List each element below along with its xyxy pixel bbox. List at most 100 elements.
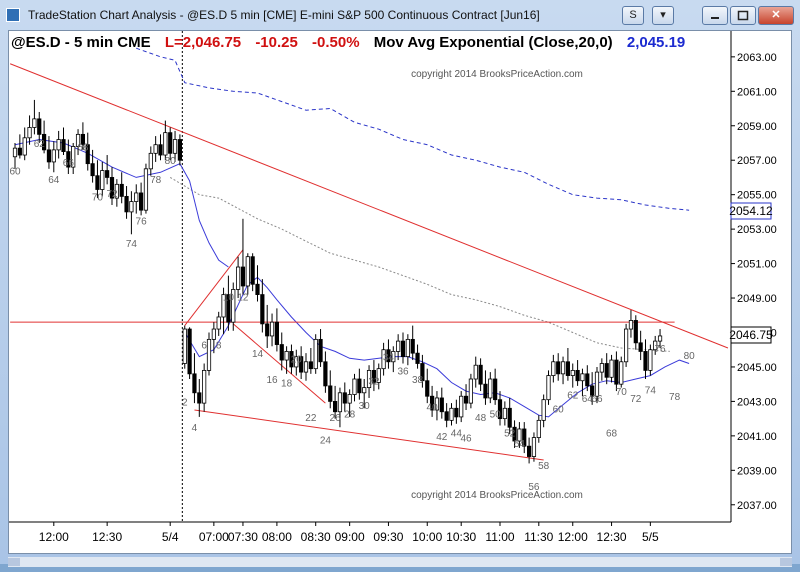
- menu-dropdown-button[interactable]: ▾: [652, 6, 674, 25]
- candle-body: [260, 294, 265, 325]
- candle-body: [12, 147, 18, 158]
- candle: [163, 120, 168, 161]
- upper-ema-price-tag: 2054.12: [729, 202, 773, 220]
- candle: [590, 372, 595, 405]
- candle: [371, 360, 377, 392]
- candle-body: [255, 283, 260, 295]
- chart-lines: [9, 47, 729, 461]
- candle: [415, 344, 420, 369]
- bar-number-label: 2: [182, 397, 188, 408]
- candle-body: [192, 373, 197, 394]
- trendline: [184, 249, 244, 326]
- candle-body: [308, 361, 313, 370]
- candle-body: [46, 149, 52, 163]
- candle: [400, 332, 406, 364]
- bar-number-label: 30: [359, 401, 371, 412]
- candle: [308, 347, 313, 374]
- bar-number-label: 18: [281, 378, 293, 389]
- maximize-icon: [737, 10, 749, 21]
- close-button[interactable]: ✕: [758, 6, 794, 25]
- candle-body: [531, 437, 537, 457]
- y-tick-label: 2063.00: [737, 52, 777, 64]
- candle-body: [105, 170, 110, 178]
- candle-body: [415, 352, 420, 364]
- bar-number-label: 28: [344, 409, 356, 420]
- candle-body: [90, 163, 95, 177]
- candle-body: [362, 387, 367, 394]
- candle-body: [202, 369, 207, 404]
- candle: [12, 142, 18, 169]
- candle-body: [27, 127, 32, 139]
- s-button[interactable]: S: [622, 6, 644, 25]
- candle-body: [32, 118, 37, 128]
- bar-number-label: 16: [266, 375, 278, 386]
- bar-number-label: 78: [150, 175, 162, 186]
- candle-body: [226, 294, 231, 323]
- candle-body: [468, 378, 474, 404]
- candle: [148, 146, 153, 176]
- symbol-label: @ES.D - 5 min CME: [11, 34, 151, 51]
- scroll-left-arrow[interactable]: [8, 558, 20, 566]
- candle: [269, 313, 275, 347]
- x-tick-label: 10:00: [412, 530, 442, 544]
- candle-body: [396, 340, 401, 352]
- y-tick-label: 2059.00: [737, 121, 777, 133]
- candle: [85, 132, 90, 171]
- candle-body: [425, 380, 430, 397]
- candle: [376, 363, 381, 390]
- candle-body: [565, 361, 571, 376]
- candle-body: [342, 392, 347, 404]
- candle: [328, 370, 333, 409]
- candle: [599, 358, 604, 381]
- candle: [134, 184, 139, 214]
- candle-body: [22, 137, 27, 156]
- bar-number-label: 10: [223, 292, 235, 303]
- candle: [255, 265, 260, 302]
- candle: [429, 385, 435, 417]
- x-tick-label: 12:00: [39, 530, 69, 544]
- candle: [604, 353, 609, 385]
- candle-body: [269, 321, 275, 337]
- bar-number-label: 76: [654, 344, 666, 355]
- candle-body: [231, 289, 236, 323]
- maximize-button[interactable]: [730, 6, 756, 25]
- candle: [245, 253, 250, 295]
- x-tick-label: 12:00: [558, 530, 588, 544]
- candle-body: [371, 369, 377, 383]
- app-icon: [6, 8, 20, 22]
- last-price-label: 2046.75: [729, 328, 773, 342]
- candle: [56, 130, 61, 159]
- candle-body: [138, 192, 144, 211]
- x-tick-label: 5/4: [162, 530, 179, 544]
- minimize-button[interactable]: [702, 6, 728, 25]
- candle-body: [502, 407, 507, 420]
- candle: [187, 327, 192, 380]
- candle-body: [274, 321, 280, 345]
- candle-body: [614, 359, 619, 385]
- bar-number-label: 68: [77, 142, 89, 153]
- candle-body: [66, 151, 71, 168]
- candle: [66, 139, 71, 174]
- bar-number-label: 72: [630, 394, 642, 405]
- candle: [172, 130, 178, 162]
- candle-body: [522, 428, 527, 447]
- percent-change: -0.50%: [312, 34, 360, 51]
- gray-dotted-ema: [169, 176, 670, 352]
- candle-body: [483, 383, 488, 399]
- y-tick-label: 2049.00: [737, 293, 777, 305]
- candle-body: [42, 133, 47, 151]
- candle: [46, 136, 52, 169]
- horizontal-scrollbar[interactable]: [8, 554, 792, 567]
- candle-body: [289, 351, 294, 368]
- candle: [182, 325, 187, 369]
- candle: [274, 308, 280, 352]
- scroll-right-arrow[interactable]: [780, 558, 792, 566]
- candle-body: [657, 335, 663, 342]
- candle: [488, 372, 493, 404]
- candle-body: [376, 368, 381, 383]
- candle: [624, 323, 629, 367]
- candle-body: [347, 394, 352, 404]
- bar-number-label: 44: [451, 428, 463, 439]
